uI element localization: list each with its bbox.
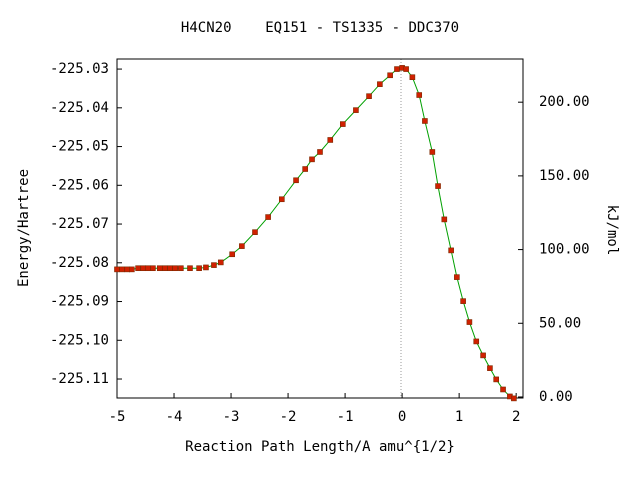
point [500,386,506,393]
y2-tick-label: 100.00 [539,242,590,258]
point [302,166,308,172]
y-tick-label: -225.04 [50,100,109,116]
point [162,265,168,272]
y2-tick-label: 150.00 [539,168,590,184]
point [150,265,156,272]
point [377,81,383,87]
point [114,266,120,273]
point [387,72,393,79]
point [135,265,141,272]
y-tick-label: -225.03 [50,61,109,77]
point [454,274,460,280]
x-tick-label: -1 [337,409,354,425]
point [317,149,323,155]
point [278,196,285,203]
point [129,266,135,273]
y2-axis-label: kJ/mol [604,205,620,256]
point [172,265,178,272]
point [422,118,428,124]
point [366,93,372,99]
y-tick-label: -225.06 [50,177,109,193]
x-tick-label: -5 [109,409,126,425]
y-axis-label: Energy/Hartree [16,169,32,287]
point [327,137,334,143]
point [196,265,202,272]
y-tick-label: -225.10 [50,332,109,348]
point [211,262,217,268]
point [309,156,315,163]
x-axis-label: Reaction Path Length/A amu^{1/2} [185,439,455,455]
x-tick-label: -4 [166,409,183,425]
point [493,376,499,383]
point [416,92,423,98]
point [460,298,466,304]
y-tick-label: -225.09 [50,294,109,310]
point [119,266,125,273]
point [124,266,131,273]
point [511,395,517,402]
point [403,66,409,72]
plot-frame [116,58,524,399]
x-tick-label: 2 [512,409,520,425]
point [265,214,271,220]
point [435,183,441,189]
point [252,229,258,235]
point [473,338,480,345]
x-tick-label: 1 [455,409,463,425]
point [239,243,245,249]
point [178,265,184,272]
point [229,251,235,258]
y-tick-label: -225.05 [50,139,109,155]
point [217,259,224,266]
y-tick-label: -225.07 [50,216,109,232]
point [293,177,299,184]
x-tick-label: -2 [280,409,297,425]
point [466,319,473,325]
y2-tick-label: 0.00 [539,389,573,405]
point [448,247,454,254]
point [156,265,163,272]
point [353,107,359,113]
point [487,365,493,371]
y-tick-label: -225.11 [50,371,109,387]
x-tick-label: 0 [398,409,406,425]
point [441,216,448,223]
y2-tick-label: 50.00 [539,315,581,331]
point [394,66,400,72]
y-tick-label: -225.08 [50,255,109,271]
point [140,265,147,272]
point [203,264,209,271]
x-tick-label: -3 [223,409,240,425]
point [480,352,486,359]
point [167,265,173,272]
y2-tick-label: 200.00 [539,94,590,110]
point [144,265,151,272]
point [187,265,193,272]
point [340,121,346,127]
point [409,74,416,81]
point [429,149,436,155]
chart-title: H4CN20 EQ151 - TS1335 - DDC370 [181,20,459,36]
